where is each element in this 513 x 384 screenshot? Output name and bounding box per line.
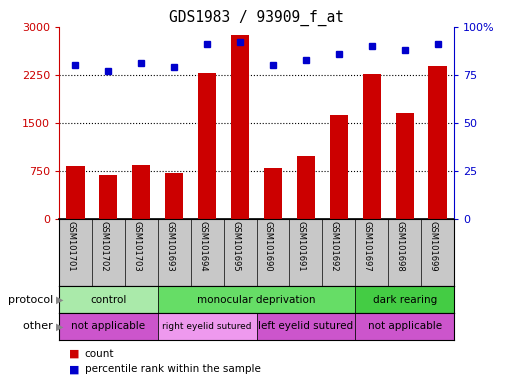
Text: count: count bbox=[85, 349, 114, 359]
Text: ■: ■ bbox=[69, 349, 80, 359]
Text: GSM101690: GSM101690 bbox=[264, 221, 273, 271]
Text: percentile rank within the sample: percentile rank within the sample bbox=[85, 364, 261, 374]
Text: GSM101694: GSM101694 bbox=[198, 221, 207, 271]
Text: GSM101692: GSM101692 bbox=[330, 221, 339, 271]
Bar bbox=[428, 66, 447, 219]
Bar bbox=[165, 173, 183, 219]
Bar bbox=[396, 113, 413, 219]
Bar bbox=[330, 115, 348, 219]
Bar bbox=[198, 73, 216, 219]
Text: dark rearing: dark rearing bbox=[372, 295, 437, 305]
Text: GSM101701: GSM101701 bbox=[67, 221, 75, 271]
Bar bbox=[59, 313, 158, 340]
Bar bbox=[66, 166, 85, 219]
Text: ▶: ▶ bbox=[56, 295, 64, 305]
Bar bbox=[297, 156, 315, 219]
Text: GSM101703: GSM101703 bbox=[132, 221, 141, 271]
Text: GSM101698: GSM101698 bbox=[396, 221, 405, 271]
Bar bbox=[59, 286, 158, 313]
Text: control: control bbox=[90, 295, 127, 305]
Text: not applicable: not applicable bbox=[71, 321, 145, 331]
Text: GDS1983 / 93909_f_at: GDS1983 / 93909_f_at bbox=[169, 10, 344, 26]
Bar bbox=[158, 286, 355, 313]
Bar bbox=[256, 313, 355, 340]
Text: GSM101697: GSM101697 bbox=[363, 221, 372, 271]
Text: GSM101695: GSM101695 bbox=[231, 221, 240, 271]
Text: not applicable: not applicable bbox=[368, 321, 442, 331]
Bar bbox=[100, 175, 117, 219]
Bar bbox=[264, 168, 282, 219]
Text: GSM101699: GSM101699 bbox=[428, 221, 438, 271]
Bar bbox=[355, 286, 454, 313]
Text: right eyelid sutured: right eyelid sutured bbox=[163, 322, 252, 331]
Bar bbox=[355, 313, 454, 340]
Text: protocol: protocol bbox=[8, 295, 56, 305]
Bar bbox=[363, 74, 381, 219]
Text: GSM101691: GSM101691 bbox=[297, 221, 306, 271]
Text: left eyelid sutured: left eyelid sutured bbox=[259, 321, 353, 331]
Text: GSM101693: GSM101693 bbox=[165, 221, 174, 271]
Text: GSM101702: GSM101702 bbox=[100, 221, 108, 271]
Bar bbox=[158, 313, 256, 340]
Text: ▶: ▶ bbox=[56, 321, 64, 331]
Text: other: other bbox=[23, 321, 56, 331]
Bar bbox=[231, 35, 249, 219]
Text: ■: ■ bbox=[69, 364, 80, 374]
Bar bbox=[132, 165, 150, 219]
Text: monocular deprivation: monocular deprivation bbox=[198, 295, 315, 305]
